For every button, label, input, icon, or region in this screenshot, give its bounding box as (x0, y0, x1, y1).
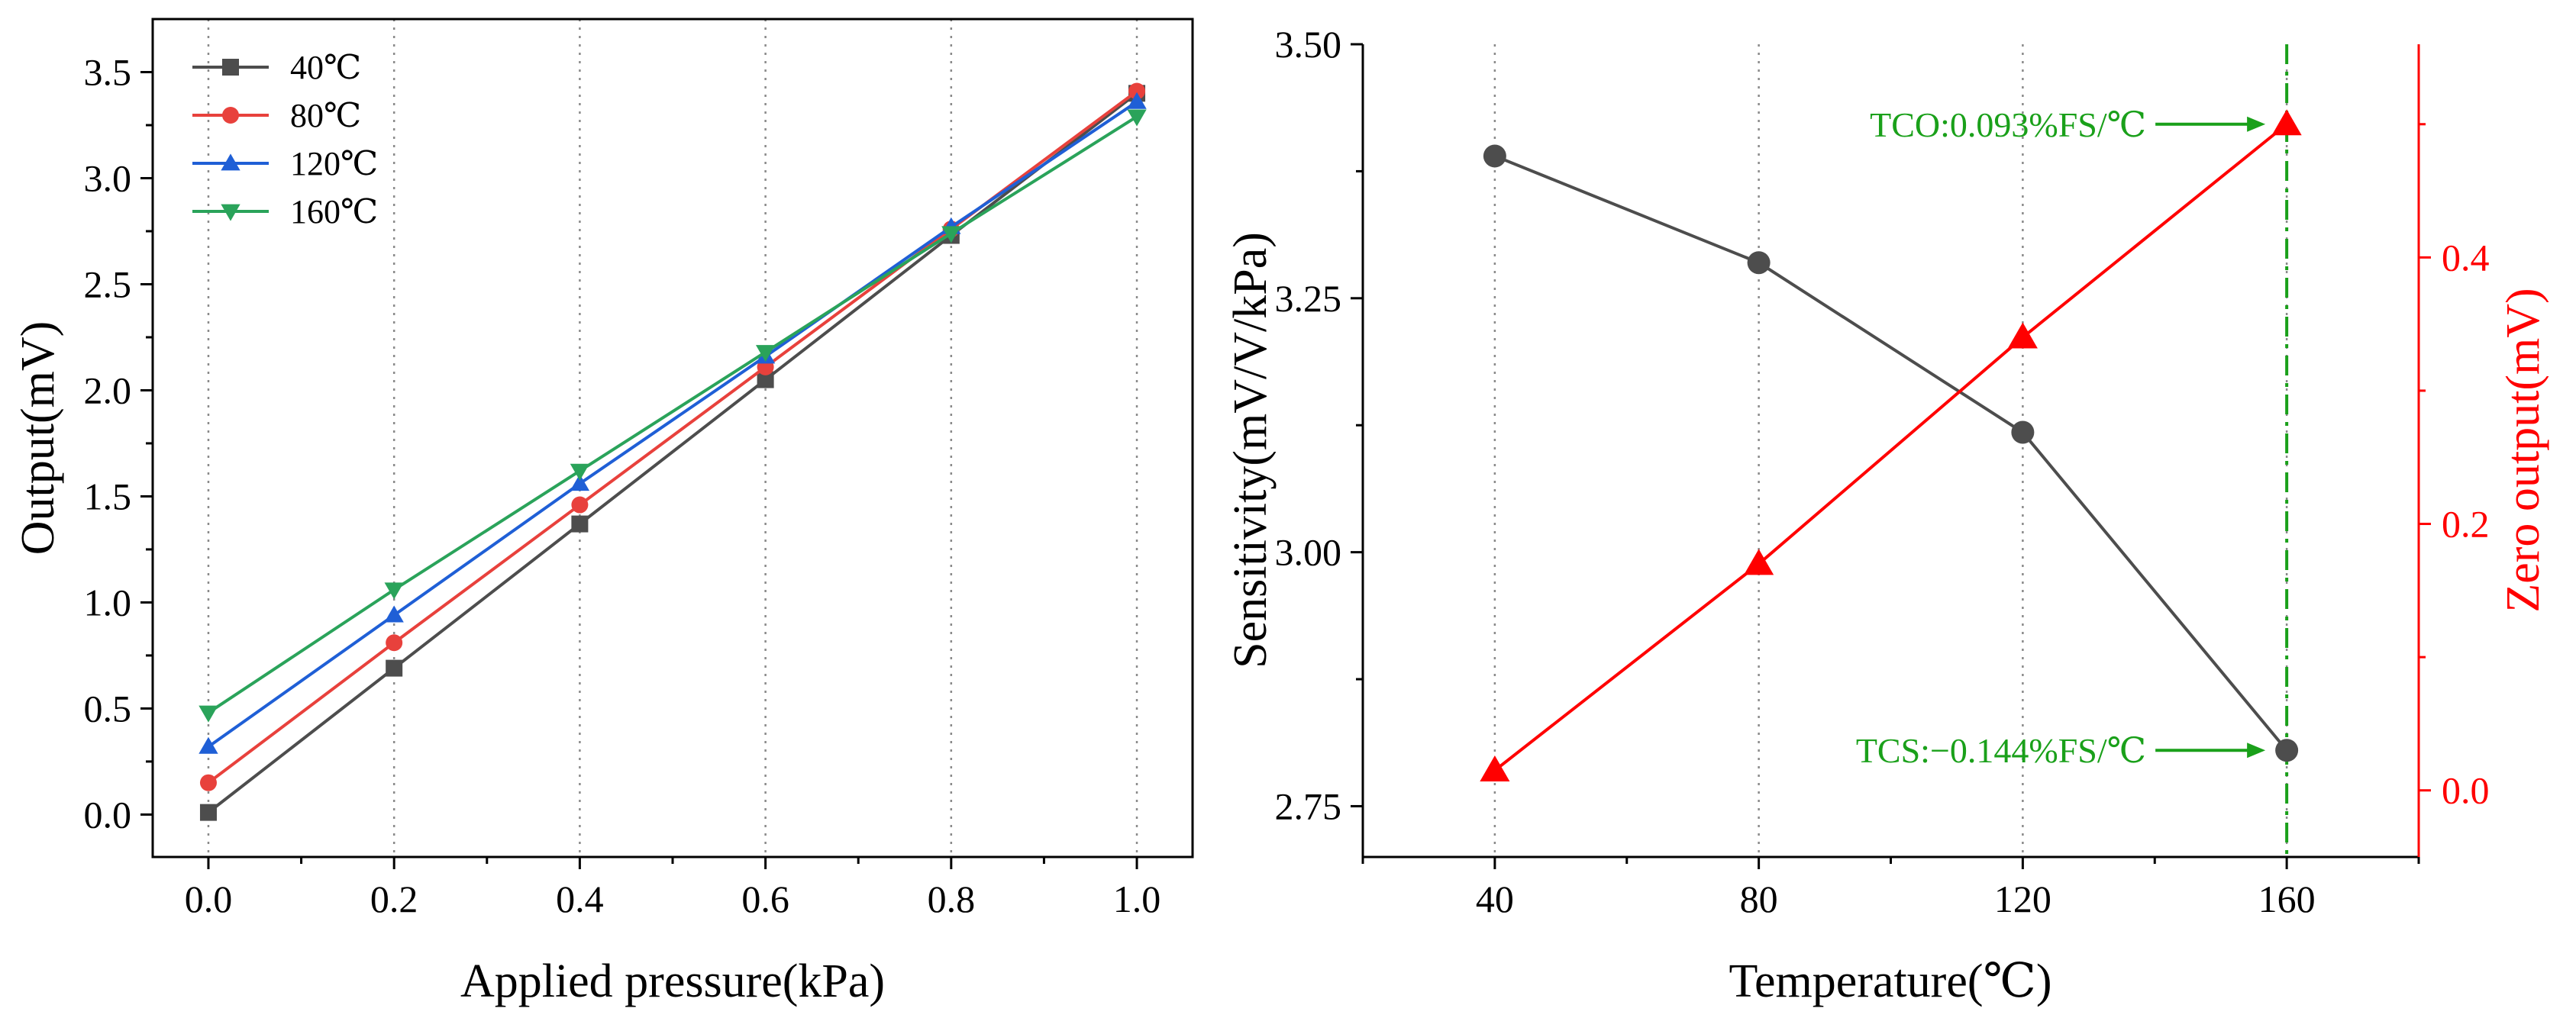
left-data-point (199, 774, 217, 791)
right-series (1480, 109, 2302, 781)
left-series-line (207, 100, 1138, 749)
right-x-tick-label: 80 (1740, 878, 1778, 920)
left-y-tick-label: 1.0 (84, 581, 132, 623)
right-series-line (1493, 123, 2288, 772)
left-data-point (199, 736, 218, 754)
left-data-point (1127, 109, 1147, 127)
left-series-group (199, 109, 1147, 723)
left-data-point (570, 474, 590, 491)
left-data-point (757, 371, 774, 388)
left-series (199, 82, 1147, 821)
right-data-point (2007, 322, 2038, 349)
left-data-point (941, 226, 961, 243)
right-y-tick-label: 3.25 (1275, 277, 1342, 320)
legend-swatch-marker (222, 59, 239, 76)
right-secondary-tick-label: 0.4 (2442, 236, 2490, 279)
left-x-tick-label: 0.4 (556, 878, 604, 920)
left-y-tick-label: 3.5 (84, 50, 132, 93)
right-y-axis-label: Sensitivity(mV/V/kPa) (1225, 232, 1277, 668)
left-data-point (755, 345, 776, 362)
right-data-point (1744, 549, 1774, 575)
annotation-arrow-head (2247, 116, 2266, 132)
legend-label: 40℃ (290, 49, 361, 86)
right-y-axis-ticks: 2.75 3.00 3.25 3.50 (1275, 23, 1363, 827)
right-data-point (1483, 144, 1506, 168)
left-data-point (570, 463, 590, 481)
right-x-axis-label: Temperature(℃) (1729, 955, 2051, 1007)
left-series-line (207, 115, 1138, 714)
left-data-point (199, 804, 217, 821)
right-x-tick-label: 40 (1476, 878, 1514, 920)
left-data-point (1128, 82, 1146, 100)
left-x-tick-label: 1.0 (1113, 878, 1161, 920)
left-series-line (207, 92, 1138, 814)
right-data-point (1747, 251, 1771, 275)
left-x-axis-ticks: 0.0 0.2 0.4 0.6 0.8 1.0 (185, 857, 1161, 920)
legend-label: 120℃ (290, 145, 378, 182)
left-x-axis-label: Applied pressure(kPa) (460, 955, 885, 1007)
right-series-line (1494, 154, 2288, 752)
annotation-label: TCS:−0.144%FS/℃ (1856, 731, 2146, 770)
pressure-output-chart: 0.0 0.2 0.4 0.6 0.8 1.0 0.0 0.5 1.0 1.5 2.0 2.5 3.0… (12, 18, 1194, 1007)
legend-label: 160℃ (290, 193, 378, 230)
temperature-sensitivity-chart: 40 80 120 160 2.75 3.00 3.25 3.50 0.0 0.2 0.4 TC… (1225, 23, 2549, 1007)
right-y-tick-label: 2.75 (1275, 784, 1342, 827)
right-x-axis-ticks: 40 80 120 160 (1361, 857, 2420, 920)
legend-label: 80℃ (290, 97, 361, 134)
left-x-tick-label: 0.0 (185, 878, 233, 920)
left-data-point (571, 496, 589, 514)
legend-swatch-marker (222, 107, 239, 124)
left-data-point (386, 634, 403, 652)
left-data-point (384, 605, 404, 623)
right-y-tick-label: 3.50 (1275, 23, 1342, 66)
right-data-point (2011, 420, 2035, 444)
left-data-point (199, 705, 218, 723)
right-secondary-axis-ticks: 0.0 0.2 0.4 (2419, 123, 2490, 812)
zero-output-series (1480, 109, 2302, 781)
sensitivity-series (1483, 144, 2299, 762)
left-y-tick-label: 0.5 (84, 687, 132, 730)
left-x-tick-label: 0.6 (741, 878, 789, 920)
left-data-point (384, 582, 404, 600)
left-y-tick-label: 1.5 (84, 475, 132, 517)
left-data-point (571, 515, 589, 533)
annotation-label: TCO:0.093%FS/℃ (1870, 105, 2146, 144)
left-legend: 40℃ 80℃ 120℃ 160℃ (192, 49, 378, 230)
right-secondary-axis-label: Zero output(mV) (2497, 288, 2549, 612)
left-data-point (1127, 92, 1147, 109)
right-data-point (2275, 739, 2299, 762)
right-data-point (1480, 755, 1510, 781)
right-x-tick-label: 160 (2258, 878, 2316, 920)
right-data-point (2271, 109, 2302, 136)
left-y-axis-label: Output(mV) (12, 321, 64, 556)
left-x-tick-label: 0.8 (928, 878, 976, 920)
left-y-tick-label: 0.0 (84, 793, 132, 836)
right-x-tick-label: 120 (1994, 878, 2051, 920)
left-y-tick-label: 2.0 (84, 369, 132, 411)
legend-swatch-marker (221, 204, 240, 221)
left-x-tick-label: 0.2 (370, 878, 418, 920)
right-secondary-tick-label: 0.0 (2442, 769, 2490, 812)
right-annotations: TCO:0.093%FS/℃ TCS:−0.144%FS/℃ (1856, 105, 2266, 770)
left-y-tick-label: 3.0 (84, 156, 132, 199)
left-data-point (386, 659, 403, 677)
left-y-axis-ticks: 0.0 0.5 1.0 1.5 2.0 2.5 3.0 3.5 (84, 50, 153, 836)
right-y-tick-label: 3.00 (1275, 531, 1342, 574)
right-secondary-tick-label: 0.2 (2442, 503, 2490, 546)
legend-swatch-marker (221, 153, 240, 171)
left-y-tick-label: 2.5 (84, 263, 132, 305)
annotation-arrow-head (2247, 743, 2266, 759)
